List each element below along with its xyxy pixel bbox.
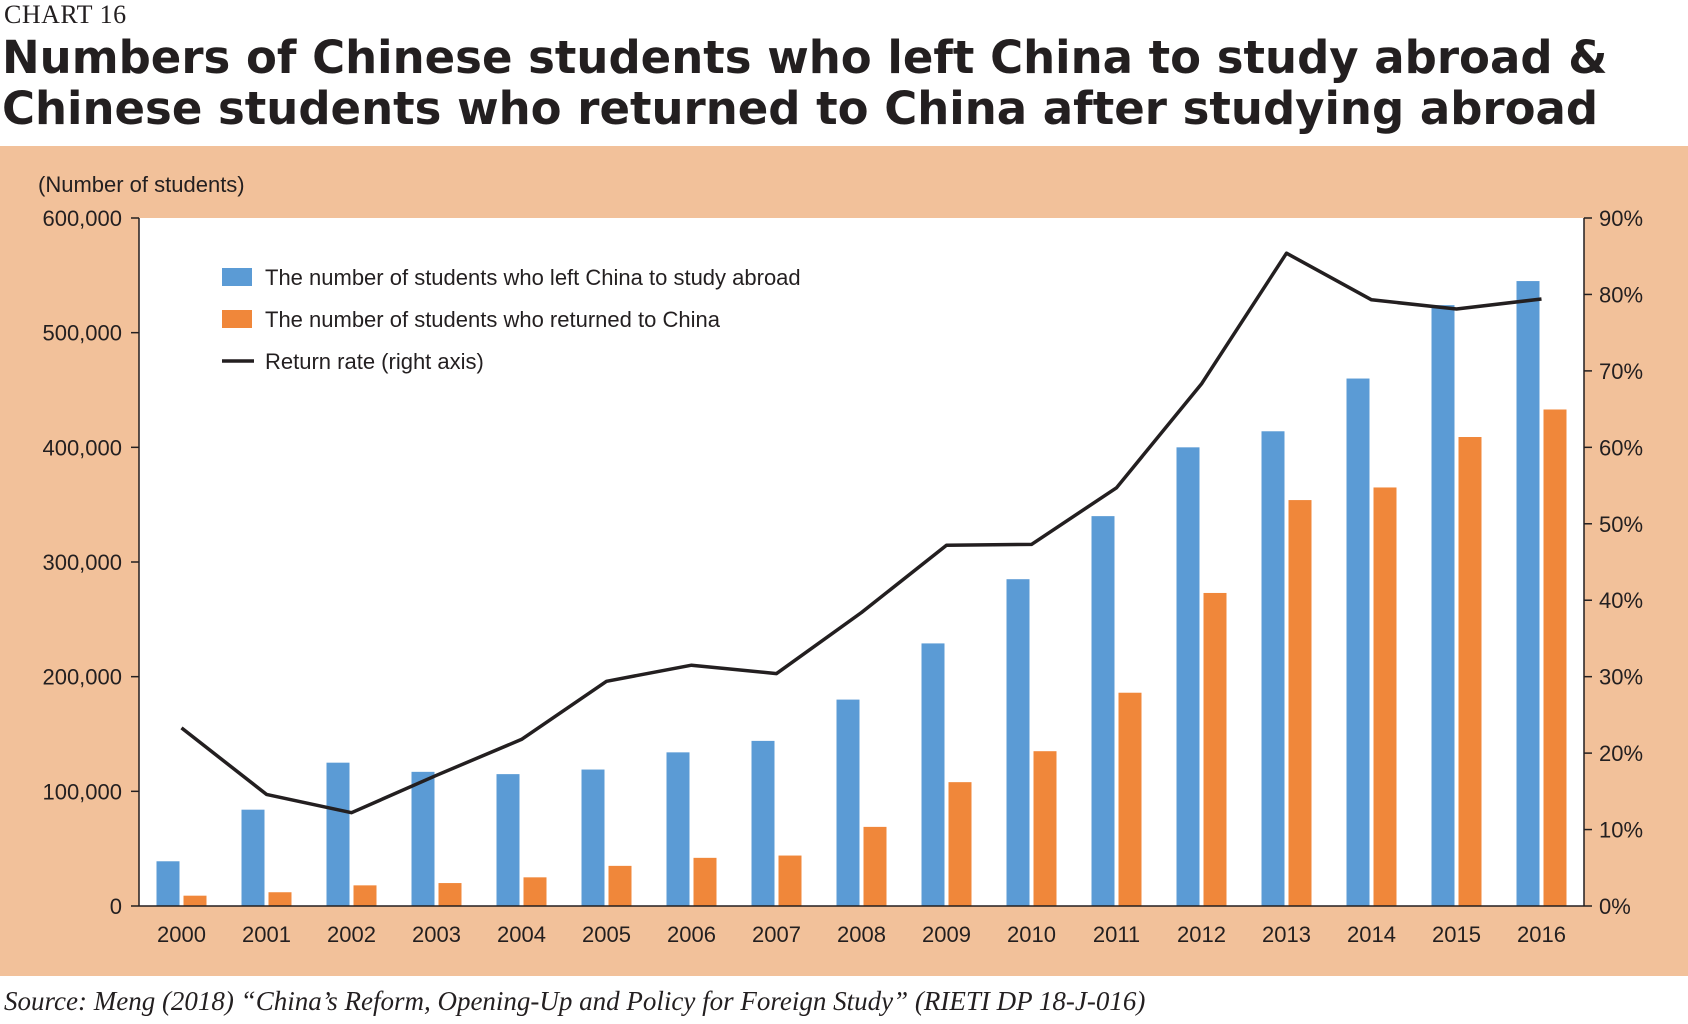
bar-left-2009	[921, 643, 945, 906]
x-tick-label: 2011	[1093, 922, 1140, 947]
x-tick-label: 2002	[327, 922, 376, 947]
chart-label: CHART 16	[4, 0, 127, 29]
bar-returned-2005	[608, 865, 632, 906]
bar-left-2002	[326, 762, 350, 906]
y2-tick-label: 20%	[1599, 741, 1643, 766]
x-tick-label: 2003	[412, 922, 461, 947]
bar-returned-2013	[1288, 500, 1312, 906]
bar-left-2003	[411, 771, 435, 906]
bar-returned-2000	[183, 895, 207, 906]
title-line-2: Chinese students who returned to China a…	[2, 82, 1599, 135]
x-tick-label: 2009	[922, 922, 971, 947]
x-tick-label: 2015	[1432, 922, 1481, 947]
bar-left-2015	[1431, 305, 1455, 906]
x-tick-label: 2005	[582, 922, 631, 947]
bar-returned-2009	[948, 782, 972, 906]
source-note: Source: Meng (2018) “China’s Reform, Ope…	[4, 986, 1146, 1016]
bar-returned-2003	[438, 883, 462, 906]
bar-returned-2015	[1458, 437, 1482, 906]
x-tick-label: 2004	[497, 922, 546, 947]
y-tick-label: 200,000	[42, 665, 122, 690]
line-layer	[180, 251, 1542, 815]
bar-left-2012	[1176, 447, 1200, 906]
title-line-1: Numbers of Chinese students who left Chi…	[2, 31, 1608, 84]
bar-left-2005	[581, 769, 605, 906]
bar-left-2006	[666, 752, 690, 906]
bar-left-2016	[1516, 281, 1540, 906]
bar-left-2008	[836, 699, 860, 906]
bar-returned-2012	[1203, 592, 1227, 906]
x-tick-label: 2016	[1517, 922, 1566, 947]
chart-title: Numbers of Chinese students who left Chi…	[2, 32, 1686, 134]
legend-swatch-left	[222, 268, 252, 286]
bar-returned-2011	[1118, 692, 1142, 906]
x-tick-label: 2008	[837, 922, 886, 947]
bar-returned-2006	[693, 857, 717, 906]
x-tick-label: 2010	[1007, 922, 1056, 947]
legend-label: Return rate (right axis)	[265, 349, 484, 374]
x-tick-label: 2013	[1262, 922, 1311, 947]
x-tick-label: 2000	[157, 922, 206, 947]
y-tick-label: 300,000	[42, 550, 122, 575]
return-rate-line	[180, 251, 1542, 815]
bar-returned-2014	[1373, 487, 1397, 906]
x-tick-label: 2001	[242, 922, 291, 947]
y2-tick-label: 10%	[1599, 818, 1643, 843]
axes-layer: 0 100,000 200,000 300,000 400,000 500,000 600,…	[42, 206, 1643, 947]
bar-left-2013	[1261, 431, 1285, 906]
y2-tick-label: 60%	[1599, 435, 1643, 460]
bar-left-2014	[1346, 378, 1370, 906]
bar-returned-2008	[863, 826, 887, 906]
bars-layer	[156, 281, 1567, 906]
legend-label: The number of students who left China to…	[265, 265, 801, 290]
y-axis-title: (Number of students)	[38, 172, 245, 197]
y2-tick-label: 50%	[1599, 512, 1643, 537]
y2-tick-label: 70%	[1599, 359, 1643, 384]
y2-tick-label: 80%	[1599, 282, 1643, 307]
bar-left-2000	[156, 861, 180, 906]
x-tick-label: 2006	[667, 922, 716, 947]
x-tick-label: 2014	[1347, 922, 1396, 947]
bar-left-2010	[1006, 579, 1030, 906]
bar-returned-2010	[1033, 751, 1057, 906]
y2-tick-label: 0%	[1599, 894, 1631, 919]
bar-returned-2001	[268, 892, 292, 906]
y-tick-label: 500,000	[42, 321, 122, 346]
bar-left-2004	[496, 774, 520, 906]
bar-left-2011	[1091, 516, 1115, 906]
y2-tick-label: 40%	[1599, 588, 1643, 613]
y2-tick-label: 30%	[1599, 665, 1643, 690]
bar-left-2001	[241, 809, 265, 906]
bar-left-2007	[751, 740, 775, 906]
bar-returned-2016	[1543, 409, 1567, 906]
y-tick-label: 100,000	[42, 779, 122, 804]
x-tick-label: 2007	[752, 922, 801, 947]
legend-label: The number of students who returned to C…	[265, 307, 721, 332]
legend-swatch-returned	[222, 310, 252, 328]
y-tick-label: 400,000	[42, 435, 122, 460]
y-tick-label: 600,000	[42, 206, 122, 231]
y2-tick-label: 90%	[1599, 206, 1643, 231]
chart-svg: 0 100,000 200,000 300,000 400,000 500,000 600,…	[38, 172, 1643, 947]
bar-returned-2004	[523, 877, 547, 906]
legend: The number of students who left China to…	[222, 265, 801, 374]
y-tick-label: 0	[110, 894, 122, 919]
plot-area	[139, 218, 1584, 906]
bar-returned-2007	[778, 855, 802, 906]
bar-returned-2002	[353, 885, 377, 906]
x-tick-label: 2012	[1177, 922, 1226, 947]
